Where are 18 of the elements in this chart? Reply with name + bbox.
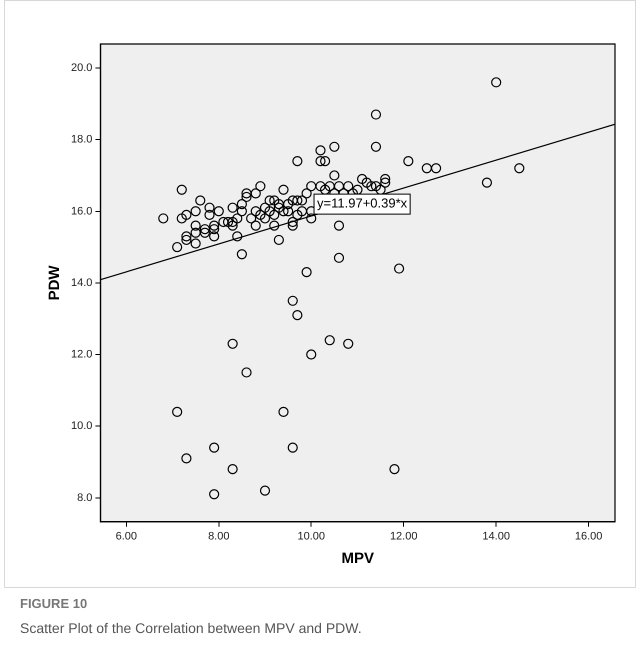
x-tick-label: 10.00	[297, 530, 326, 542]
x-axis-title: MPV	[341, 550, 374, 568]
y-tick-label: 16.0	[70, 205, 92, 218]
y-axis-title: PDW	[46, 264, 64, 300]
y-tick-label: 18.0	[70, 134, 92, 146]
text: Scatter Plot of the Correlation between MPV and PDW.	[20, 620, 362, 636]
y-tick-label: 12.0	[70, 348, 92, 361]
y-tick-label: 20.0	[70, 62, 92, 74]
y-tick-label: 14.0	[70, 276, 92, 289]
x-tick-label: 8.00	[208, 530, 230, 542]
x-tick-label: 6.00	[116, 530, 138, 542]
y-tick-label: 8.0	[77, 492, 92, 504]
x-tick-label: 12.00	[390, 530, 418, 542]
x-tick-label: 16.00	[574, 530, 602, 542]
annotation: y=11.97+0.39*x	[317, 196, 408, 211]
caption: FIGURE 10	[20, 596, 88, 611]
x-tick-label: 14.00	[482, 530, 510, 542]
y-tick-label: 10.0	[70, 420, 92, 432]
